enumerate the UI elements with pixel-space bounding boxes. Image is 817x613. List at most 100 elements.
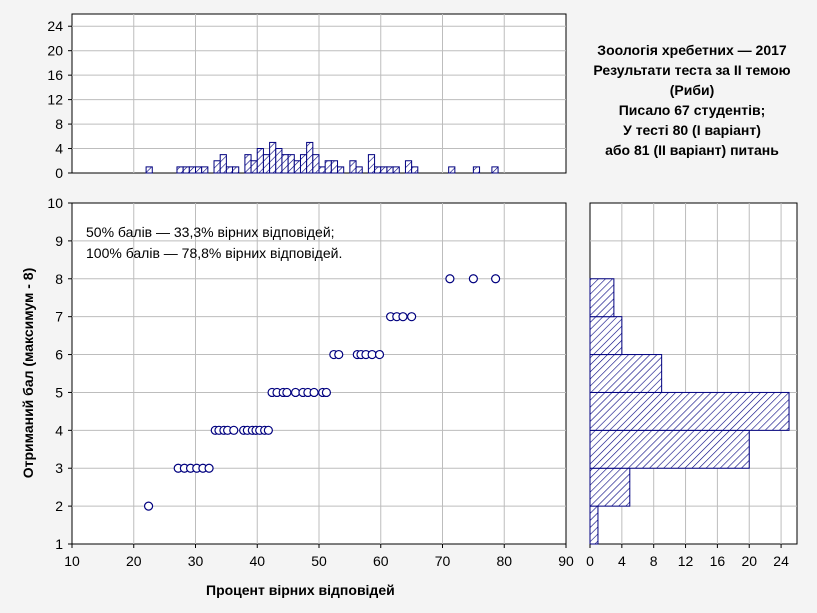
top-y-tick-label: 20 xyxy=(47,43,63,59)
annotation-note: 50% балів — 33,3% вірних відповідей; 100… xyxy=(86,222,342,264)
scatter-point xyxy=(321,387,332,398)
top-histogram-bar xyxy=(269,141,277,174)
x-tick-label: 40 xyxy=(249,553,265,569)
top-histogram-bar xyxy=(182,166,190,174)
right-x-tick-label: 8 xyxy=(650,553,658,569)
scatter-point xyxy=(229,425,239,435)
top-histogram-bar xyxy=(188,166,196,174)
top-histogram-bar xyxy=(262,154,271,174)
scatter-point xyxy=(374,349,385,360)
y-axis-label: Отриманий бал (максимум - 8) xyxy=(20,267,36,479)
top-histogram-bar xyxy=(411,166,419,174)
x-tick-label: 50 xyxy=(311,553,327,569)
right-x-tick-label: 0 xyxy=(586,553,594,569)
top-histogram-bar xyxy=(404,160,413,174)
right-histogram-bar xyxy=(589,505,599,545)
y-tick-label: 4 xyxy=(55,422,63,438)
chart-title: Зоологія хребетних — 2017 Результати тес… xyxy=(568,40,816,160)
top-histogram-bar xyxy=(448,166,456,174)
top-histogram-bar xyxy=(287,154,295,174)
scatter-point xyxy=(282,387,292,398)
top-y-tick-label: 24 xyxy=(47,18,63,34)
title-line-5: У тесті 80 (І варіант) xyxy=(623,122,761,138)
top-histogram-bar xyxy=(392,166,400,174)
right-x-tick-label: 20 xyxy=(741,553,757,569)
y-tick-label: 3 xyxy=(55,460,63,476)
top-histogram-bar xyxy=(201,166,209,174)
top-histogram-bar xyxy=(337,166,345,174)
top-y-tick-label: 0 xyxy=(55,165,63,181)
top-histogram: 0 4 8 12 16 20 24 xyxy=(47,13,567,181)
right-histogram: 0 4 8 12 16 20 24 xyxy=(586,202,798,569)
title-line-2: Результати теста за ІІ темою xyxy=(593,62,791,78)
note-line-2: 100% балів — 78,8% вірних відповідей. xyxy=(86,245,343,261)
top-histogram-bar xyxy=(386,166,394,174)
scatter-point xyxy=(204,463,214,473)
top-histogram-bar xyxy=(232,166,240,174)
y-tick-label: 2 xyxy=(55,498,63,514)
top-histogram-bar xyxy=(318,166,326,174)
right-histogram-bar xyxy=(589,467,631,507)
y-tick-label: 10 xyxy=(47,195,63,211)
scatter-point xyxy=(468,274,478,284)
y-tick-label: 8 xyxy=(55,271,63,287)
x-tick-label: 60 xyxy=(373,553,389,569)
top-y-tick-label: 12 xyxy=(47,92,63,108)
top-histogram-bar xyxy=(219,154,227,174)
right-histogram-bar xyxy=(589,278,615,318)
scatter-point xyxy=(334,349,344,360)
scatter-plot: 10 20 30 40 50 60 70 80 90 1 2 3 4 5 6 7 8 9 10 xyxy=(47,195,574,569)
x-tick-label: 90 xyxy=(558,553,574,569)
top-histogram-bar xyxy=(367,154,376,174)
top-histogram-bar xyxy=(380,166,388,174)
top-y-tick-label: 16 xyxy=(47,67,63,83)
scatter-point xyxy=(407,312,417,322)
y-tick-label: 1 xyxy=(55,536,63,552)
scatter-point xyxy=(309,387,319,398)
scatter-point xyxy=(263,425,273,435)
top-y-tick-label: 4 xyxy=(55,141,63,157)
top-histogram-bar xyxy=(244,154,252,174)
top-histogram-bar xyxy=(355,166,363,174)
scatter-point xyxy=(367,349,377,360)
top-histogram-bar xyxy=(299,154,308,174)
top-histogram-bar xyxy=(213,160,221,174)
right-histogram-bar xyxy=(589,354,663,393)
scatter-point xyxy=(143,501,154,511)
right-x-tick-label: 4 xyxy=(618,553,626,569)
top-histogram-bar xyxy=(281,154,289,174)
x-tick-label: 10 xyxy=(64,553,80,569)
right-x-tick-label: 12 xyxy=(678,553,694,569)
y-tick-label: 5 xyxy=(55,384,63,400)
right-x-tick-label: 24 xyxy=(773,553,789,569)
title-line-1: Зоологія хребетних — 2017 xyxy=(597,42,787,58)
y-tick-label: 9 xyxy=(55,233,63,249)
top-y-tick-label: 8 xyxy=(55,116,63,132)
top-histogram-bar xyxy=(256,148,264,174)
note-line-1: 50% балів — 33,3% вірних відповідей; xyxy=(86,224,335,240)
top-histogram-bar xyxy=(374,166,382,174)
top-histogram-bar xyxy=(225,166,234,174)
top-histogram-bar xyxy=(491,166,499,174)
scatter-point xyxy=(398,312,408,322)
top-histogram-bar xyxy=(176,166,184,174)
right-x-tick-label: 16 xyxy=(710,553,726,569)
top-histogram-bar xyxy=(145,166,153,174)
x-tick-label: 30 xyxy=(188,553,204,569)
x-axis-label: Процент вірних відповідей xyxy=(206,582,395,598)
top-histogram-bar xyxy=(195,166,203,174)
top-histogram-bar xyxy=(312,154,320,174)
top-histogram-bar xyxy=(306,141,314,174)
top-histogram-bar xyxy=(330,160,339,174)
top-histogram-bar xyxy=(472,166,481,174)
scatter-point xyxy=(290,387,301,398)
scatter-point xyxy=(445,274,455,284)
top-histogram-bar xyxy=(275,148,283,174)
x-tick-label: 70 xyxy=(435,553,451,569)
top-histogram-bar xyxy=(324,160,332,174)
title-line-4: Писало 67 студентів; xyxy=(618,102,766,118)
scatter-point xyxy=(491,274,501,284)
title-line-3: (Риби) xyxy=(669,82,715,98)
x-tick-label: 20 xyxy=(126,553,142,569)
